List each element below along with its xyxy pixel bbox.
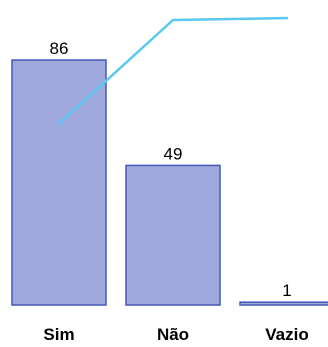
bar-vazio bbox=[239, 301, 328, 306]
line-group bbox=[57, 16, 289, 125]
category-label-group: Sim Não Vazio bbox=[43, 325, 308, 344]
data-label-vazio: 1 bbox=[282, 281, 291, 300]
category-label-vazio: Vazio bbox=[265, 325, 308, 344]
cumulative-line bbox=[57, 16, 289, 125]
category-label-sim: Sim bbox=[43, 325, 74, 344]
bar-não bbox=[125, 164, 221, 306]
data-label-group: 86 49 1 bbox=[50, 39, 292, 300]
data-label-não: 49 bbox=[164, 144, 183, 163]
bar-sim bbox=[11, 59, 107, 306]
data-label-sim: 86 bbox=[50, 39, 69, 58]
category-label-não: Não bbox=[157, 325, 189, 344]
bar-group bbox=[11, 59, 328, 306]
